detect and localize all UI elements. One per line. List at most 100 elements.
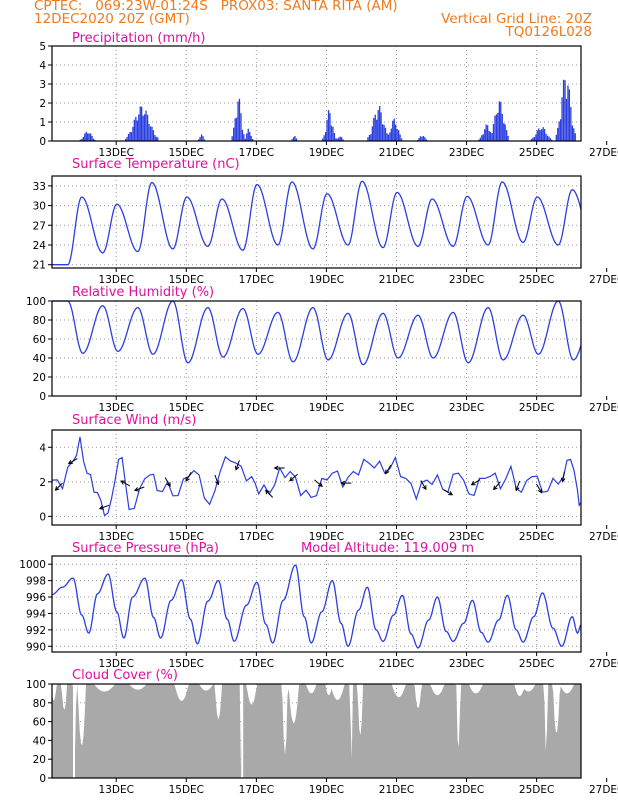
precipitation-bar xyxy=(240,113,242,141)
y-tick-label: 998 xyxy=(26,576,46,588)
precipitation-bar xyxy=(400,138,403,141)
header-grid-line-note: Vertical Grid Line: 20Z xyxy=(441,11,592,27)
y-tick-label: 1 xyxy=(39,117,46,129)
wind-direction-arrow xyxy=(120,480,131,487)
precipitation-bar xyxy=(329,113,331,141)
precipitation-bar xyxy=(497,112,499,141)
wind-direction-arrow xyxy=(55,482,63,491)
precipitation-bar xyxy=(125,138,127,141)
wind-direction-arrow xyxy=(443,489,453,496)
wind-arrow-head xyxy=(54,486,60,491)
x-tick-label: 13DEC xyxy=(99,658,134,670)
wind-arrow-head xyxy=(448,491,454,496)
wind-arrow-head xyxy=(537,488,543,494)
precipitation-bar xyxy=(81,138,83,141)
precipitation-bar xyxy=(481,135,483,141)
cloud-cover-area xyxy=(52,684,581,778)
precipitation-bar xyxy=(144,114,146,141)
y-tick-label: 33 xyxy=(33,181,46,193)
wind-direction-arrow xyxy=(471,479,481,486)
precipitation-bar xyxy=(377,110,379,141)
precipitation-bar xyxy=(157,137,159,141)
precipitation-bar xyxy=(567,85,569,141)
wind-arrow-head xyxy=(67,459,73,465)
precipitation-bar xyxy=(399,134,401,141)
precipitation-bar xyxy=(130,132,133,141)
precipitation-bar xyxy=(392,120,394,141)
precipitation-bar xyxy=(380,112,382,141)
precipitation-bar xyxy=(422,136,425,141)
precipitation-bar xyxy=(200,134,203,141)
y-tick-label: 994 xyxy=(26,608,46,620)
y-tick-label: 60 xyxy=(33,334,46,346)
wind-arrow-head xyxy=(470,481,476,486)
precipitation-bar xyxy=(539,130,541,141)
wind-direction-arrow xyxy=(134,486,145,491)
x-tick-label: 21DEC xyxy=(379,531,414,543)
x-tick-label: 25DEC xyxy=(519,784,554,796)
precipitation-bar xyxy=(368,135,371,141)
humidity-line xyxy=(52,300,582,366)
precipitation-bar xyxy=(90,133,92,141)
precipitation-bar xyxy=(133,119,136,141)
precipitation-bar xyxy=(393,118,395,141)
wind-arrow-head xyxy=(273,465,279,471)
x-tick-label: 13DEC xyxy=(99,531,134,543)
x-tick-label: 17DEC xyxy=(239,658,274,670)
precipitation-bar xyxy=(557,127,559,141)
precipitation-bar xyxy=(561,97,563,141)
y-tick-label: 1000 xyxy=(19,559,46,571)
precipitation-bar xyxy=(327,110,330,141)
precipitation-bar xyxy=(573,128,575,141)
pressure-panel: Surface Pressure (hPa) Model Altitude: 1… xyxy=(19,541,618,670)
precipitation-bar xyxy=(326,119,328,141)
precipitation-bar xyxy=(395,124,397,141)
x-tick-label: 23DEC xyxy=(449,402,484,414)
precipitation-bar xyxy=(244,138,247,141)
wind-arrow-head xyxy=(120,480,126,485)
precipitation-bar xyxy=(136,120,139,141)
precipitation-bar xyxy=(389,132,391,141)
precipitation-bar xyxy=(135,116,137,141)
wind-direction-arrow xyxy=(265,490,274,498)
precipitation-bar xyxy=(370,134,372,141)
precipitation-bar xyxy=(536,130,538,141)
x-tick-label: 13DEC xyxy=(99,402,134,414)
precipitation-bar xyxy=(151,126,153,141)
plot-border xyxy=(51,429,582,526)
cloud-cover-panel: Cloud Cover (%) 13DEC 15DEC 17DEC 19DEC 21DE… xyxy=(26,668,618,796)
precipitation-bar xyxy=(202,136,204,141)
x-tick-label: 25DEC xyxy=(519,658,554,670)
plot-border xyxy=(51,175,582,269)
x-tick-label: 19DEC xyxy=(309,531,344,543)
y-tick-label: 0 xyxy=(39,511,46,523)
precipitation-bar xyxy=(379,106,381,141)
precipitation-bar xyxy=(231,136,233,141)
x-tick-label: 19DEC xyxy=(309,274,344,286)
wind-direction-arrow xyxy=(68,458,78,465)
precipitation-bar xyxy=(371,126,374,141)
y-tick-label: 20 xyxy=(33,754,46,766)
wind-arrow-head xyxy=(264,489,270,495)
wind-direction-arrow xyxy=(385,464,392,474)
y-tick-label: 100 xyxy=(26,296,46,308)
precipitation-bar xyxy=(482,134,484,141)
x-tick-label: 23DEC xyxy=(449,784,484,796)
precipitation-bar xyxy=(142,115,144,141)
x-tick-label: 17DEC xyxy=(239,274,274,286)
wind-arrow-head xyxy=(166,482,171,487)
precipitation-bar xyxy=(335,138,337,141)
precipitation-bar xyxy=(149,126,152,141)
precipitation-bar xyxy=(487,125,489,141)
precipitation-bar xyxy=(558,121,560,141)
y-tick-label: 4 xyxy=(39,60,46,72)
precipitation-bar xyxy=(376,119,378,141)
x-tick-label: 19DEC xyxy=(309,147,344,159)
precipitation-bar xyxy=(498,101,501,141)
precipitation-bar xyxy=(82,136,85,141)
wind-arrow-head xyxy=(234,465,240,471)
x-tick-label: 17DEC xyxy=(239,784,274,796)
wind-arrow-head xyxy=(185,476,190,482)
precipitation-bar xyxy=(418,138,420,141)
